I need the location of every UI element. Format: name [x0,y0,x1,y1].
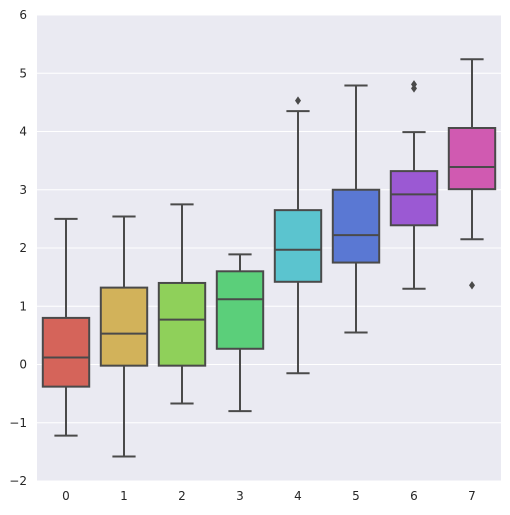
y-tick-label: 1 [19,299,27,313]
y-tick-label: −2 [9,474,27,488]
box-6 [389,80,439,290]
x-tick-label: 1 [120,489,128,503]
y-tick-label: 0 [19,358,27,372]
x-axis-tick-labels: 0 1 2 3 4 5 6 7 [62,489,476,503]
box-iqr [389,170,439,227]
y-tick-label: 5 [19,66,27,80]
box-0 [41,217,91,437]
box-iqr [99,286,149,367]
box-iqr [215,270,265,350]
box-7 [447,58,497,290]
box-2 [157,203,207,405]
box-iqr [331,188,381,264]
y-tick-label: −1 [9,416,27,430]
x-tick-label: 5 [352,489,360,503]
box-3 [215,253,265,413]
box-4 [273,96,323,375]
outlier-point [411,80,417,89]
x-tick-label: 2 [178,489,186,503]
x-tick-label: 7 [468,489,476,503]
box-series [41,58,497,458]
box-5 [331,84,381,334]
y-tick-label: 3 [19,183,27,197]
x-tick-label: 0 [62,489,70,503]
y-tick-label: 4 [19,125,27,139]
y-axis-tick-labels: −2 −1 0 1 2 3 4 5 6 [9,8,27,488]
outlier-point [469,281,475,290]
y-tick-label: 2 [19,241,27,255]
box-iqr [447,127,497,191]
box-iqr [273,209,323,283]
x-tick-label: 4 [294,489,302,503]
box-1 [99,215,149,458]
x-tick-label: 6 [410,489,418,503]
x-tick-label: 3 [236,489,244,503]
box-iqr [41,316,91,388]
outlier-point [295,96,301,105]
y-tick-label: 6 [19,8,27,22]
box-iqr [157,281,207,367]
